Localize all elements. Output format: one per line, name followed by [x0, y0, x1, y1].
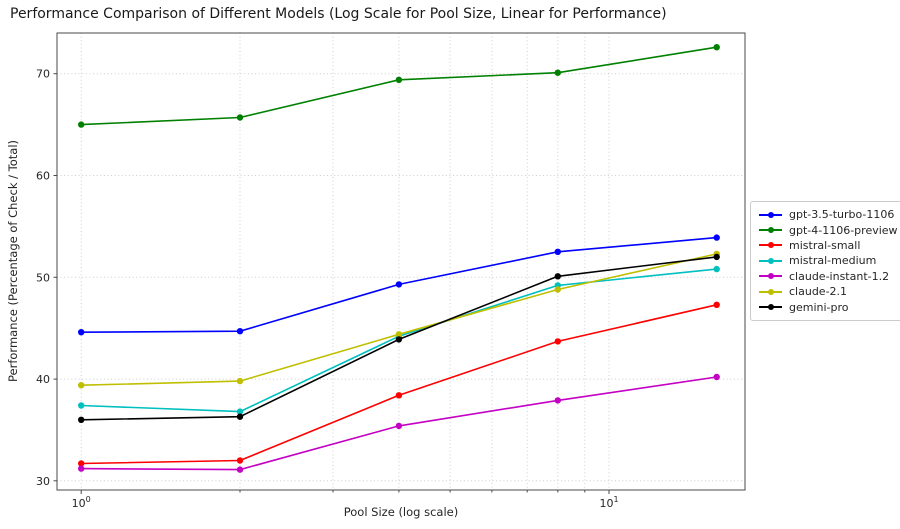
data-point-gpt-4-1106-preview — [713, 44, 720, 51]
data-point-claude-2.1 — [78, 382, 85, 389]
legend-label: claude-2.1 — [789, 285, 848, 299]
legend-marker-icon — [759, 225, 782, 235]
data-point-gpt-3.5-turbo-1106 — [78, 329, 85, 336]
legend-item-gpt-4-1106-preview: gpt-4-1106-preview — [759, 223, 898, 237]
legend-label: gpt-3.5-turbo-1106 — [789, 208, 895, 222]
data-point-gpt-3.5-turbo-1106 — [236, 328, 244, 335]
axes-box — [56, 32, 746, 491]
data-point-gpt-4-1106-preview — [395, 76, 403, 84]
data-point-mistral-medium — [236, 408, 244, 415]
legend-item-claude-2.1: claude-2.1 — [759, 285, 898, 298]
legend-item-mistral-small: mistral-small — [759, 239, 898, 252]
data-point-mistral-small — [236, 457, 244, 464]
x-axis-label: Pool Size (log scale) — [344, 505, 459, 519]
data-series — [78, 44, 720, 473]
data-point-gpt-3.5-turbo-1106 — [395, 281, 403, 288]
data-point-mistral-medium — [78, 402, 85, 409]
data-point-claude-2.1 — [554, 286, 561, 293]
y-tick-label: 40 — [36, 373, 50, 386]
legend-marker-icon — [759, 287, 782, 297]
data-point-mistral-medium — [713, 265, 720, 273]
data-point-gpt-3.5-turbo-1106 — [554, 248, 561, 255]
data-point-claude-instant-1.2 — [713, 373, 720, 381]
legend-label: mistral-medium — [789, 254, 877, 268]
data-point-gpt-3.5-turbo-1106 — [713, 234, 720, 241]
data-point-gemini-pro — [236, 413, 244, 420]
data-point-gpt-4-1106-preview — [78, 121, 85, 128]
series-line-claude-2.1 — [80, 253, 718, 387]
data-point-claude-2.1 — [236, 377, 244, 385]
legend-label: claude-instant-1.2 — [789, 269, 890, 283]
data-point-claude-2.1 — [395, 331, 403, 338]
legend-marker-icon — [759, 256, 782, 266]
data-point-gemini-pro — [713, 253, 720, 261]
axis-ticks: 30 40 50 60 70 100 101 — [36, 68, 619, 510]
data-point-mistral-small — [554, 338, 561, 345]
data-point-claude-instant-1.2 — [554, 397, 561, 404]
legend-marker-icon — [759, 271, 782, 281]
legend-item-claude-instant-1.2: claude-instant-1.2 — [759, 270, 898, 283]
data-point-claude-instant-1.2 — [395, 422, 403, 430]
legend-item-gemini-pro: gemini-pro — [759, 300, 898, 314]
data-point-claude-instant-1.2 — [78, 465, 85, 472]
legend: gpt-3.5-turbo-1106 gpt-4-1106-preview mist… — [750, 201, 900, 321]
data-point-gemini-pro — [78, 416, 85, 423]
legend-label: mistral-small — [789, 238, 861, 252]
data-point-mistral-small — [395, 392, 403, 399]
gridlines — [57, 33, 745, 490]
legend-item-gpt-3.5-turbo-1106: gpt-3.5-turbo-1106 — [759, 208, 898, 221]
plot-border — [56, 32, 746, 491]
data-point-gpt-4-1106-preview — [554, 69, 561, 76]
data-point-claude-instant-1.2 — [236, 466, 244, 473]
chart-title: Performance Comparison of Different Mode… — [10, 6, 667, 22]
x-tick-label: 100 — [72, 495, 91, 510]
data-point-gemini-pro — [554, 273, 561, 280]
legend-marker-icon — [759, 302, 782, 312]
x-tick-label: 101 — [599, 495, 618, 510]
legend-label: gemini-pro — [789, 300, 849, 314]
y-tick-label: 70 — [36, 68, 50, 81]
data-point-mistral-small — [713, 301, 720, 308]
legend-item-mistral-medium: mistral-medium — [759, 254, 898, 267]
data-point-gemini-pro — [395, 336, 403, 343]
legend-marker-icon — [759, 240, 782, 250]
y-tick-label: 50 — [36, 271, 50, 284]
legend-marker-icon — [759, 210, 782, 220]
data-point-mistral-small — [78, 460, 85, 467]
data-point-gpt-4-1106-preview — [236, 114, 244, 121]
y-axis-label: Performance (Percentage of Check / Total… — [6, 140, 20, 382]
y-tick-label: 30 — [36, 475, 50, 488]
y-tick-label: 60 — [36, 170, 50, 183]
legend-label: gpt-4-1106-preview — [789, 223, 898, 237]
